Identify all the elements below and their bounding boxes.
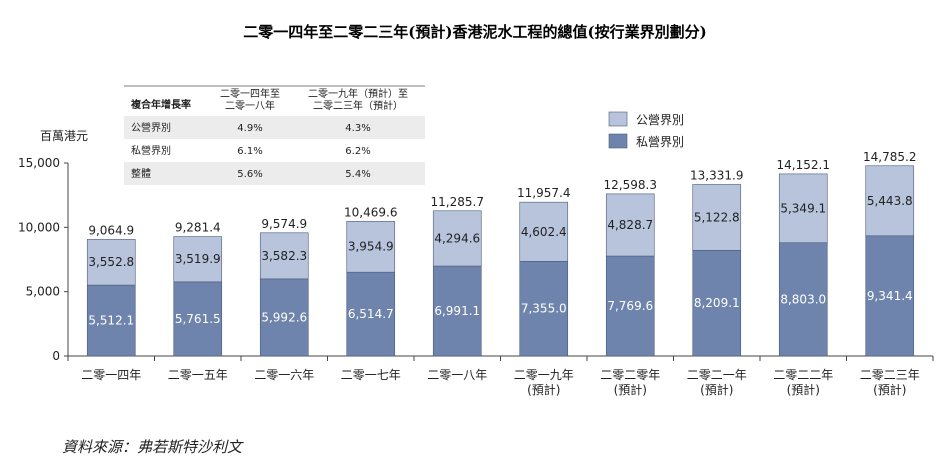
public-value-label: 3,954.9 xyxy=(348,240,394,254)
y-tick-label: 10,000 xyxy=(18,220,60,234)
bar-public-segment xyxy=(173,236,223,283)
x-tick-label: 二零一四年 xyxy=(81,368,141,382)
total-value-label: 9,281.4 xyxy=(175,221,221,235)
total-value-label: 14,785.2 xyxy=(863,150,916,164)
private-value-label: 5,992.6 xyxy=(261,310,307,324)
table-header-period: 二零一九年（預計）至 xyxy=(308,87,408,100)
axes: 0 5,000 10,000 15,000 二零一四年 二零一五年 二零一六年 二零一七年 二零… xyxy=(18,156,934,397)
bar-public-segment xyxy=(605,193,655,257)
public-value-label: 4,294.6 xyxy=(434,231,480,245)
public-value-label: 4,602.4 xyxy=(521,225,567,239)
private-value-label: 7,769.6 xyxy=(607,299,653,313)
table-cell: 4.3% xyxy=(345,123,370,134)
public-value-label: 3,582.3 xyxy=(261,249,307,263)
x-tick-label: 二零一八年 xyxy=(427,368,487,382)
private-value-label: 5,512.1 xyxy=(88,314,134,328)
private-value-label: 6,991.1 xyxy=(434,304,480,318)
bars: 5,512.1 3,552.8 9,064.9 5,761.5 3,519.9 9,281… xyxy=(86,150,916,357)
table-row-shade xyxy=(124,116,425,139)
private-value-label: 8,803.0 xyxy=(780,292,826,306)
y-axis-unit-label: 百萬港元 xyxy=(40,129,88,143)
x-tick-label: 二零二零年 xyxy=(600,368,660,382)
bar-public-segment xyxy=(86,239,136,286)
bar-public-segment xyxy=(778,173,828,244)
private-value-label: 9,341.4 xyxy=(867,289,913,303)
x-tick-label: 二零一七年 xyxy=(341,368,401,382)
table-cell: 5.4% xyxy=(345,169,370,180)
public-value-label: 5,122.8 xyxy=(694,210,740,224)
table-header-period: 二零一八年 xyxy=(225,99,275,112)
bar-public-segment xyxy=(692,184,742,251)
bar-public-segment xyxy=(432,210,482,267)
bar-private-segment xyxy=(259,278,309,357)
public-value-label: 4,828.7 xyxy=(607,218,653,232)
y-tick-label: 5,000 xyxy=(26,285,60,299)
total-value-label: 10,469.6 xyxy=(344,205,397,219)
table-header-period: 二零一四年至 xyxy=(220,87,280,100)
legend-label: 私營界別 xyxy=(636,135,684,149)
public-value-label: 3,552.8 xyxy=(88,255,134,269)
total-value-label: 12,598.3 xyxy=(604,178,657,192)
x-tick-label: 二零一六年 xyxy=(254,368,314,382)
public-value-label: 5,349.1 xyxy=(780,201,826,215)
total-value-label: 9,064.9 xyxy=(88,223,134,237)
x-tick-label: 二零二一年 xyxy=(687,368,747,382)
total-value-label: 9,574.9 xyxy=(261,217,307,231)
private-value-label: 8,209.1 xyxy=(694,296,740,310)
x-tick-label: 二零二二年 xyxy=(773,368,833,382)
bar-public-segment xyxy=(346,220,396,273)
table-header-label: 複合年增長率 xyxy=(130,98,191,111)
table-header-period: 二零二三年（預計） xyxy=(313,99,403,112)
bar-private-segment xyxy=(865,235,915,357)
table-cell: 5.6% xyxy=(237,169,262,180)
x-tick-label: (預計) xyxy=(787,382,820,397)
bar-private-segment xyxy=(605,255,655,357)
total-value-label: 11,285.7 xyxy=(431,195,484,209)
x-tick-label: 二零一九年 xyxy=(514,368,574,382)
bar-private-segment xyxy=(519,261,569,357)
table-cell: 公營界別 xyxy=(131,121,171,134)
table-row-shade xyxy=(124,162,425,185)
public-value-label: 5,443.8 xyxy=(867,194,913,208)
x-tick-label: (預計) xyxy=(873,382,906,397)
chart-title: 二零一四年至二零二三年(預計)香港泥水工程的總值(按行業界別劃分) xyxy=(243,23,706,41)
y-tick-label: 15,000 xyxy=(18,156,60,170)
private-value-label: 6,514.7 xyxy=(348,307,394,321)
bar-private-segment xyxy=(86,284,136,357)
legend-swatch xyxy=(608,133,628,149)
x-tick-label: (預計) xyxy=(527,382,560,397)
private-value-label: 5,761.5 xyxy=(175,312,221,326)
bar-public-segment xyxy=(865,165,915,237)
table-cell: 整體 xyxy=(131,167,151,180)
x-tick-label: (預計) xyxy=(614,382,647,397)
table-cell: 6.2% xyxy=(345,146,370,157)
bar-private-segment xyxy=(432,265,482,357)
total-value-label: 13,331.9 xyxy=(690,168,743,182)
x-tick-label: 二零一五年 xyxy=(168,368,228,382)
legend-swatch xyxy=(608,111,628,127)
public-value-label: 3,519.9 xyxy=(175,252,221,266)
table-cell: 6.1% xyxy=(237,146,262,157)
x-tick-label: (預計) xyxy=(700,382,733,397)
table-cell: 私營界別 xyxy=(131,144,171,157)
total-value-label: 11,957.4 xyxy=(517,186,570,200)
source-note: 資料來源：弗若斯特沙利文 xyxy=(62,438,243,456)
table-cell: 4.9% xyxy=(237,123,262,134)
legend-label: 公營界別 xyxy=(636,113,684,127)
x-tick-label: 二零二三年 xyxy=(860,368,920,382)
bar-public-segment xyxy=(519,201,569,262)
bar-private-segment xyxy=(173,281,223,357)
y-tick-label: 0 xyxy=(52,349,60,363)
private-value-label: 7,355.0 xyxy=(521,302,567,316)
bar-public-segment xyxy=(259,232,309,280)
bar-private-segment xyxy=(692,250,742,357)
total-value-label: 14,152.1 xyxy=(777,158,830,172)
